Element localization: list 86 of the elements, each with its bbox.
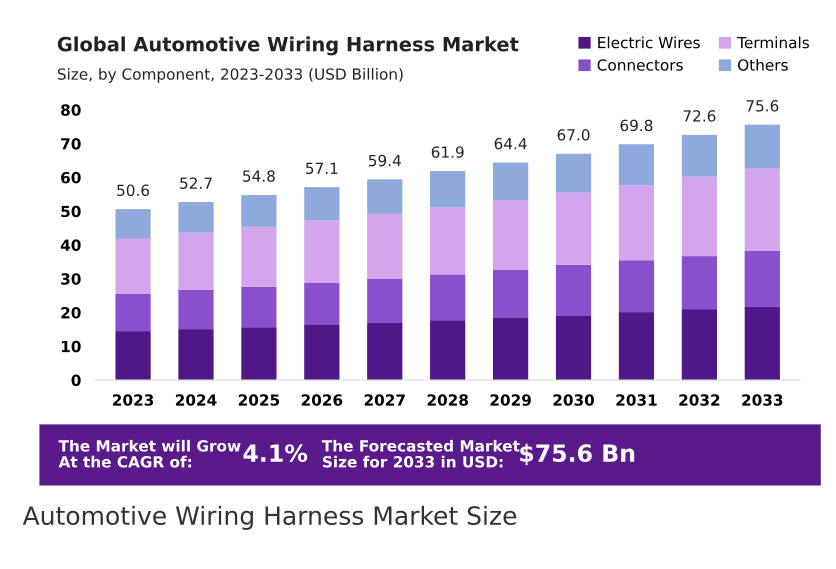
bar	[367, 179, 402, 214]
x-tick-label: 2028	[428, 394, 468, 406]
text: The Forecasted Market Size for 2033 in USD:	[322, 440, 520, 468]
x-tick-label: 2033	[742, 394, 782, 406]
bar	[178, 202, 214, 233]
bar	[367, 322, 402, 380]
bar	[430, 274, 466, 320]
y-tick-label: 40	[60, 239, 81, 251]
x-tick-label: 2029	[490, 394, 531, 406]
y-tick-label: 0	[72, 374, 81, 386]
legend-label: Connectors	[598, 59, 683, 71]
total-label: 59.4	[368, 154, 401, 166]
bar	[430, 320, 466, 380]
text: Automotive Wiring Harness Market Size	[22, 506, 516, 530]
bar	[241, 286, 277, 328]
bar	[682, 134, 717, 177]
bar	[744, 306, 780, 380]
bar	[367, 278, 402, 323]
bar	[492, 270, 528, 318]
bar	[744, 168, 780, 252]
bar	[367, 214, 402, 279]
bar	[682, 256, 717, 310]
total-label: 64.4	[494, 138, 527, 150]
bar	[556, 316, 592, 380]
chart-subtitle: Size, by Component, 2023-2033 (USD Billion)	[58, 68, 403, 83]
y-tick-label: 10	[62, 340, 81, 352]
bar	[618, 144, 654, 186]
bar	[241, 226, 277, 287]
total-label: 75.6	[746, 100, 778, 112]
total-label: 50.6	[117, 184, 150, 196]
total-label: 61.9	[432, 146, 464, 158]
bar	[682, 309, 717, 380]
bar	[556, 264, 592, 316]
bar	[556, 154, 592, 193]
bar	[618, 185, 654, 260]
bar	[430, 170, 466, 208]
x-tick-label: 2026	[302, 394, 342, 406]
bar	[304, 220, 340, 283]
total-label: 54.8	[243, 170, 275, 182]
y-tick-label: 60	[61, 172, 81, 184]
bar	[115, 294, 151, 332]
bar	[492, 200, 528, 270]
chart-title: Global Automotive Wiring Harness Market	[58, 36, 518, 56]
text: The Market will Grow At the CAGR of:	[58, 440, 241, 468]
total-label: 57.1	[306, 162, 338, 174]
legend-label: Terminals	[737, 36, 809, 48]
bar	[178, 290, 214, 330]
y-tick-label: 70	[61, 138, 81, 150]
x-tick-label: 2032	[679, 394, 720, 406]
text: $75.6 Bn	[520, 444, 634, 466]
y-tick-label: 80	[61, 104, 81, 116]
bar	[115, 209, 151, 239]
bar	[492, 318, 528, 380]
bar	[618, 312, 654, 380]
bar	[241, 194, 277, 227]
legend-label: Electric Wires	[598, 36, 700, 48]
bar	[241, 327, 277, 380]
total-label: 67.0	[558, 129, 590, 141]
bar	[556, 192, 592, 265]
x-tick-label: 2030	[553, 394, 594, 406]
bar	[178, 232, 214, 290]
total-label: 52.7	[180, 177, 212, 189]
text: 4.1%	[244, 444, 308, 462]
x-tick-label: 2024	[176, 394, 217, 406]
bar	[304, 324, 340, 380]
x-tick-label: 2027	[364, 394, 405, 406]
bar	[618, 260, 654, 312]
x-tick-label: 2023	[113, 394, 154, 406]
x-tick-label: 2025	[238, 394, 280, 406]
bar	[744, 251, 780, 307]
bar	[744, 124, 780, 169]
bar	[682, 176, 717, 256]
total-label: 72.6	[684, 110, 716, 122]
bar	[304, 187, 340, 220]
legend-label: Others	[738, 58, 788, 71]
y-tick-label: 30	[61, 273, 81, 285]
y-tick-label: 20	[61, 306, 81, 319]
x-tick-label: 2031	[616, 394, 657, 406]
bar	[430, 207, 466, 275]
bar	[492, 162, 528, 200]
bar	[304, 282, 340, 325]
bar	[115, 331, 151, 380]
bar	[115, 238, 151, 294]
bar	[178, 329, 214, 380]
total-label: 69.8	[620, 120, 652, 132]
y-tick-label: 50	[61, 206, 81, 218]
